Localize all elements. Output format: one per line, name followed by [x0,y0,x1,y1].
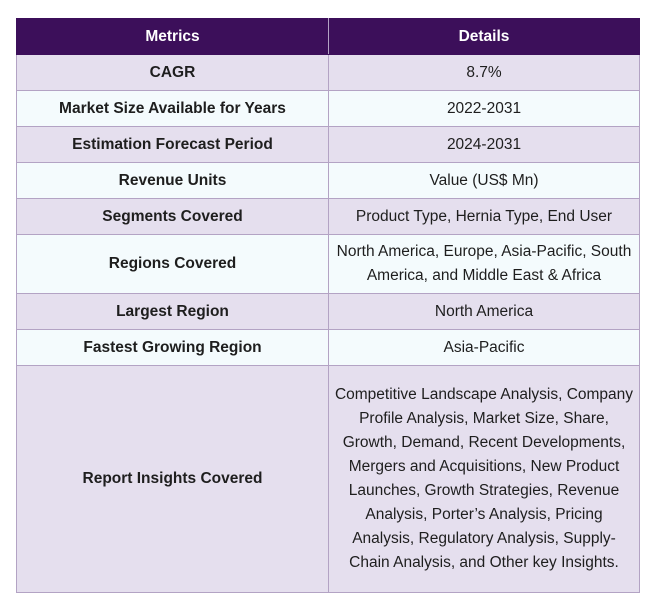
table-row: Market Size Available for Years 2022-203… [16,90,640,127]
metric-cell: Regions Covered [16,234,329,294]
metric-cell: Fastest Growing Region [16,329,329,366]
details-cell: 2024-2031 [328,126,640,163]
details-cell: Competitive Landscape Analysis, Company … [328,365,640,593]
table-row: Revenue Units Value (US$ Mn) [16,162,640,199]
details-cell: 2022-2031 [328,90,640,127]
metric-cell: Largest Region [16,293,329,330]
table-row: Estimation Forecast Period 2024-2031 [16,126,640,163]
table-row: Report Insights Covered Competitive Land… [16,365,640,593]
report-metrics-table-container: Metrics Details CAGR 8.7% Market Size Av… [16,18,640,593]
metric-cell: Report Insights Covered [16,365,329,593]
table-row: CAGR 8.7% [16,54,640,91]
header-details: Details [328,18,640,55]
details-cell: Asia-Pacific [328,329,640,366]
table-row: Segments Covered Product Type, Hernia Ty… [16,198,640,235]
table-row: Regions Covered North America, Europe, A… [16,234,640,294]
report-metrics-table: Metrics Details CAGR 8.7% Market Size Av… [16,18,640,593]
table-header-row: Metrics Details [16,18,640,55]
table-row: Fastest Growing Region Asia-Pacific [16,329,640,366]
metric-cell: CAGR [16,54,329,91]
details-cell: North America [328,293,640,330]
metric-cell: Segments Covered [16,198,329,235]
details-cell: Product Type, Hernia Type, End User [328,198,640,235]
table-row: Largest Region North America [16,293,640,330]
details-cell: North America, Europe, Asia-Pacific, Sou… [328,234,640,294]
metric-cell: Estimation Forecast Period [16,126,329,163]
header-metrics: Metrics [16,18,329,55]
details-cell: 8.7% [328,54,640,91]
details-cell: Value (US$ Mn) [328,162,640,199]
metric-cell: Market Size Available for Years [16,90,329,127]
metric-cell: Revenue Units [16,162,329,199]
